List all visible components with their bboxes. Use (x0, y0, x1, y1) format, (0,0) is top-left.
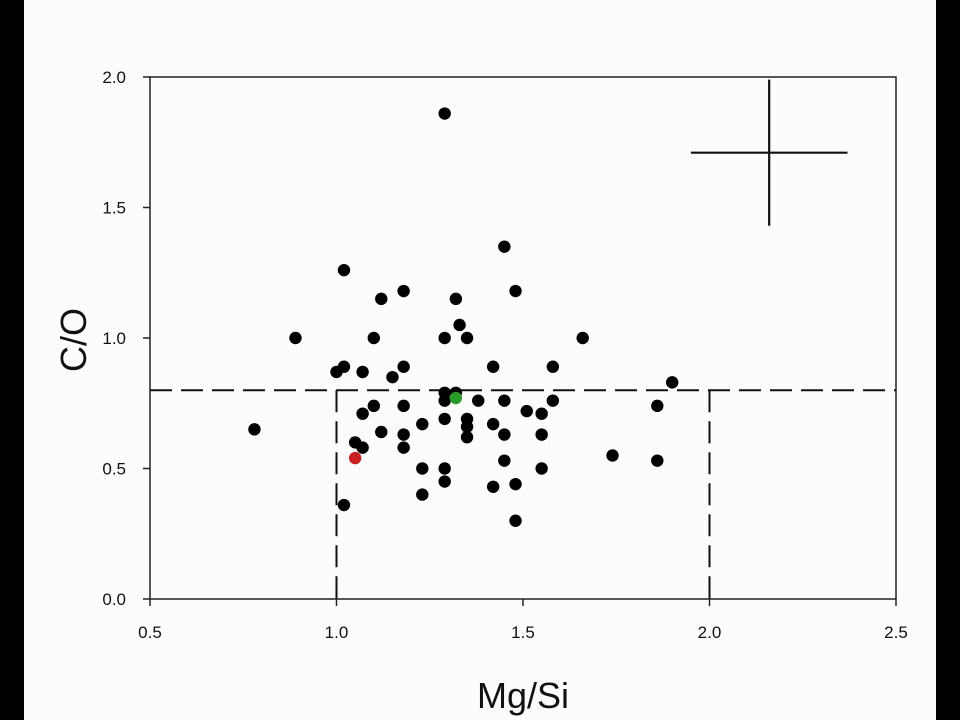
data-point (397, 360, 410, 373)
y-tick-label: 1.5 (102, 199, 126, 218)
slide-background: 0.5 1.0 1.5 2.0 2.5 0.0 0.5 1.0 1.5 2.0 Mg/Si C/O (24, 0, 936, 720)
data-point (453, 318, 466, 332)
data-point (576, 331, 589, 345)
data-point (356, 365, 369, 379)
y-tick-label: 2.0 (102, 68, 126, 87)
data-point (460, 430, 474, 444)
data-point (367, 399, 380, 413)
data-point (486, 417, 500, 431)
x-tick-label: 1.0 (325, 623, 349, 642)
data-point (509, 514, 522, 527)
data-point (397, 441, 410, 454)
data-point (416, 488, 429, 501)
data-point (460, 331, 474, 345)
data-points (248, 107, 679, 527)
x-axis-title: Mg/Si (477, 675, 569, 716)
data-point (509, 477, 522, 491)
x-tick-label: 0.5 (138, 623, 162, 642)
data-point (438, 412, 451, 426)
x-tick-label: 2.0 (698, 623, 722, 642)
data-point (438, 394, 451, 407)
data-point (397, 428, 410, 441)
data-point (651, 399, 664, 413)
data-point (460, 420, 474, 433)
data-point (438, 462, 451, 475)
data-point (535, 407, 548, 420)
data-point (438, 475, 451, 488)
data-point (386, 370, 399, 384)
scatter-chart: 0.5 1.0 1.5 2.0 2.5 0.0 0.5 1.0 1.5 2.0 Mg/Si C/O (53, 68, 908, 716)
data-point (367, 331, 380, 345)
data-point (397, 284, 410, 298)
data-point (546, 394, 560, 407)
y-tick-label: 0.5 (102, 460, 126, 479)
data-point (416, 462, 429, 475)
tick-labels: 0.5 1.0 1.5 2.0 2.5 0.0 0.5 1.0 1.5 2.0 (102, 68, 907, 642)
error-bar (690, 79, 848, 226)
data-point (337, 498, 351, 512)
data-point (486, 480, 500, 493)
data-point (486, 360, 500, 373)
data-point (498, 454, 511, 467)
data-point (289, 331, 302, 345)
y-tick-label: 1.0 (102, 329, 126, 348)
data-point (397, 399, 410, 413)
data-point (356, 407, 369, 420)
data-point (438, 331, 451, 345)
data-point (375, 425, 388, 439)
data-point (375, 292, 388, 306)
data-point (348, 451, 362, 465)
data-point (535, 462, 548, 475)
y-tick-label: 0.0 (102, 590, 126, 609)
reference-lines (150, 389, 896, 599)
x-tick-label: 2.5 (884, 623, 908, 642)
data-point (520, 404, 533, 418)
data-point (337, 263, 351, 277)
data-point (498, 240, 511, 253)
data-point (438, 107, 451, 120)
data-point (449, 292, 463, 306)
data-point (248, 423, 261, 436)
y-axis-title: C/O (53, 308, 94, 372)
data-point (472, 394, 485, 407)
data-point (651, 454, 664, 467)
data-point (509, 284, 522, 298)
data-point (666, 376, 679, 389)
data-point (449, 391, 463, 405)
axis-ticks (143, 76, 897, 606)
data-point (498, 428, 511, 441)
data-point (330, 365, 343, 379)
x-tick-label: 1.5 (511, 623, 535, 642)
data-point (546, 360, 560, 373)
plot-area (149, 76, 897, 600)
data-point (416, 417, 429, 431)
data-point (356, 441, 369, 454)
data-point (606, 449, 619, 462)
data-point (498, 394, 511, 407)
data-point (535, 428, 548, 441)
